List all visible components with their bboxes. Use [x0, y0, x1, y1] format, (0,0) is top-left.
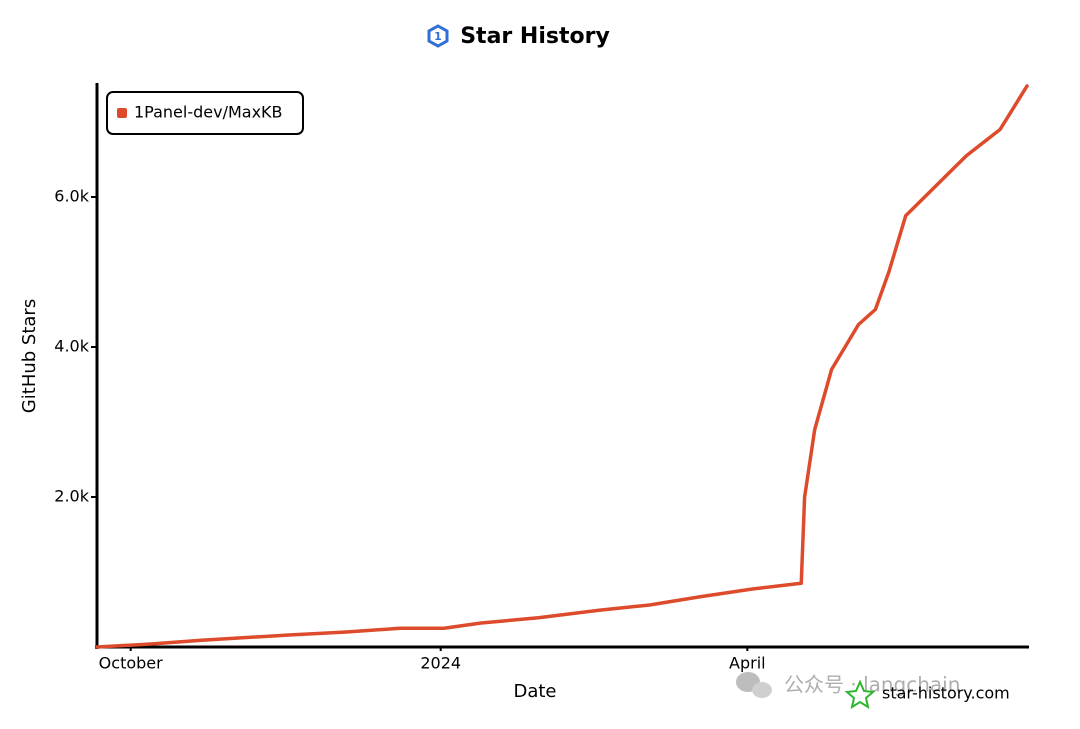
chart-title: Star History [460, 24, 610, 49]
x-axis-label: Date [513, 681, 556, 702]
legend-swatch [117, 108, 127, 118]
credit: star-history.com [882, 684, 1010, 703]
y-tick-label: 2.0k [54, 487, 89, 506]
legend-label: 1Panel-dev/MaxKB [134, 103, 283, 122]
legend-box [106, 91, 304, 135]
y-axis-label: GitHub Stars [19, 299, 40, 413]
wechat-icon [736, 672, 772, 698]
x-tick-label: 2024 [420, 654, 461, 673]
y-tick-label: 4.0k [54, 337, 89, 356]
series-line [95, 84, 1029, 649]
svg-text:1: 1 [434, 30, 442, 43]
y-tick-label: 6.0k [54, 187, 89, 206]
x-tick-label: October [99, 654, 163, 673]
title-icon: 1 [427, 24, 449, 48]
credit-icon [844, 679, 876, 710]
x-tick-label: April [729, 654, 766, 673]
